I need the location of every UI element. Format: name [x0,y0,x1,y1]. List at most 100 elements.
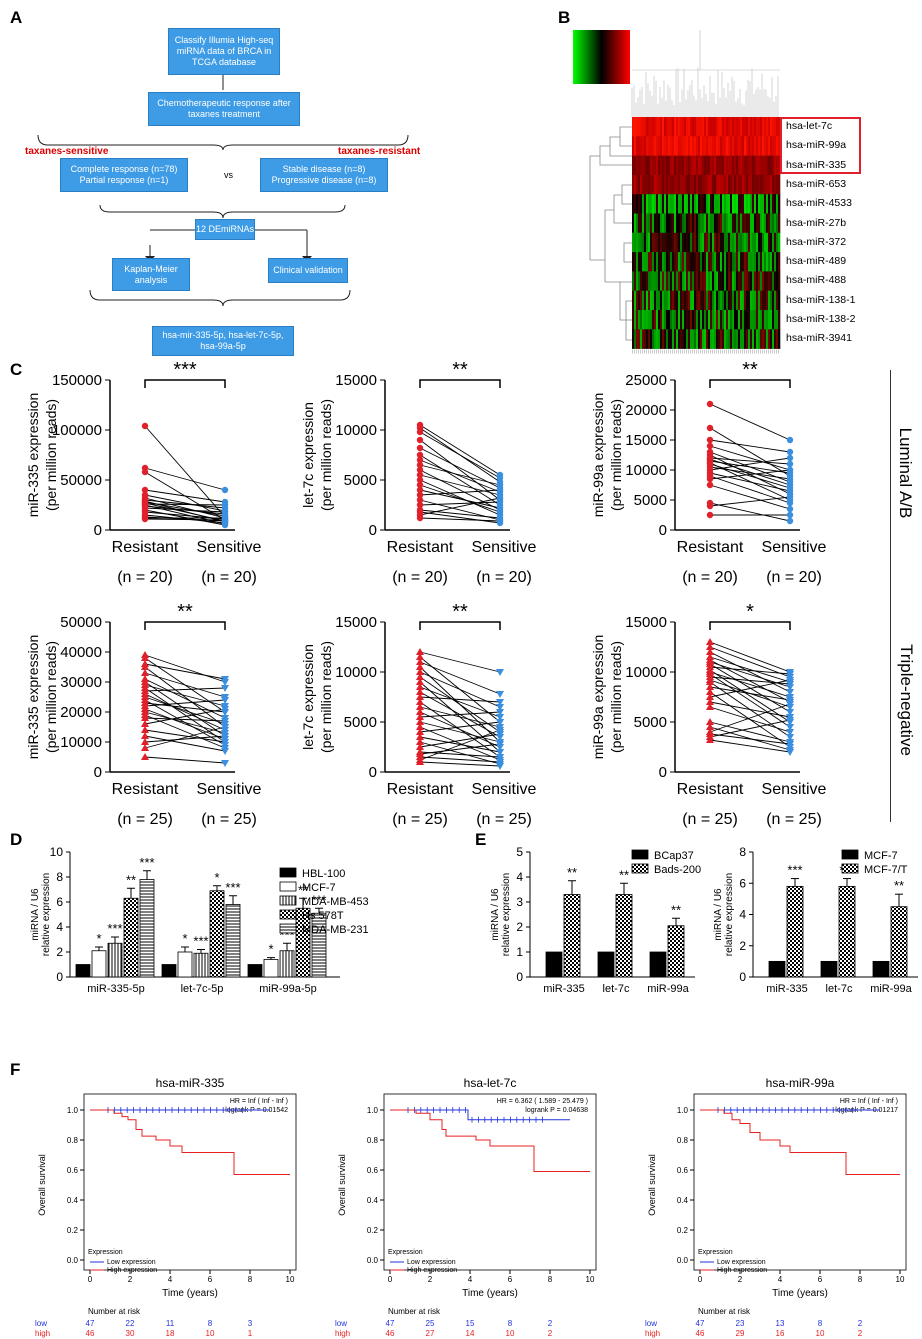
y-tick-label: 4 [56,920,63,934]
x-category-label: let-7c [603,983,630,995]
y-axis-label: Overall survival [337,1154,347,1216]
data-point [416,758,424,765]
y-tick-label: 0 [94,522,102,539]
data-point [141,738,149,745]
significance-stars: ** [742,359,758,381]
risk-value-high: 30 [126,1329,135,1338]
y-tick-label: 0.0 [677,1256,689,1265]
legend-title: Expression [388,1249,423,1256]
risk-value-high: 29 [736,1329,745,1338]
data-point [706,436,714,444]
n-label: (n = 25) [476,811,532,828]
plot-frame [383,1093,597,1271]
flow-box-result: hsa-mir-335-5p, hsa-let-7c-5p, hsa-99a-5… [152,326,294,356]
x-category-label: Resistant [677,781,744,798]
significance-stars: * [268,942,273,957]
data-point [221,760,229,767]
pair-line [709,439,791,453]
y-tick-label: 0.6 [367,1166,379,1175]
n-label: (n = 20) [201,569,257,586]
pair-line [144,518,226,521]
pair-line [419,733,501,748]
y-tick-label: 0.4 [367,1196,379,1205]
data-point [496,474,504,482]
data-point [496,709,504,716]
y-tick-label: 0 [56,970,63,984]
bar [263,959,279,978]
pair-line [419,517,501,522]
pair-line [144,693,226,731]
y-tick-label: 100000 [52,422,102,439]
risk-value-high: 2 [548,1329,553,1338]
data-point [786,505,794,513]
data-point [141,663,149,670]
x-category-label: miR-99a [647,983,689,995]
y-tick-label: 20000 [625,402,667,419]
flow-box-sensitive: Complete response (n=78) Partial respons… [60,158,188,192]
risk-value-low: 2 [548,1319,553,1328]
side-divider [890,370,891,822]
panel-label-a: A [10,8,23,27]
column-dendrogram [631,30,780,117]
risk-value-low: 8 [208,1319,213,1328]
x-tick-label: 10 [286,1275,295,1284]
flow-box-resistant: Stable disease (n=8) Progressive disease… [260,158,388,192]
legend-title: Expression [88,1249,123,1256]
pair-line [419,501,501,506]
y-axis-label: Overall survival [647,1154,657,1216]
data-point [706,400,714,408]
data-point [416,444,424,452]
panel-label-e: E [475,830,487,849]
data-point [416,436,424,444]
bar [161,964,177,978]
pair-line [419,479,501,516]
significance-stars: * [214,870,219,885]
data-point [786,454,794,462]
data-point [786,460,794,468]
legend-label: Low expression [717,1259,766,1266]
plot-frame [83,1093,297,1271]
y-axis-label: miRNA / U6 [713,888,724,941]
data-point [416,703,424,710]
legend-swatch [279,867,297,878]
pair-line [709,457,791,465]
pair-line [419,711,501,718]
pair-line [709,669,791,723]
pair-line [709,457,791,471]
significance-stars: ** [567,865,577,880]
data-point [496,517,504,525]
significance-stars: ** [452,359,468,381]
pair-line [144,756,226,764]
data-point [706,475,714,483]
pair-line [709,496,791,507]
data-point [416,456,424,464]
data-point [496,691,504,698]
data-point [141,422,149,430]
y-tick-label: 0 [659,522,667,539]
data-point [786,475,794,483]
km-title: hsa-miR-99a [766,1076,835,1090]
y-tick-label: 2 [739,939,746,953]
data-point [416,471,424,479]
significance-stars: ** [671,902,681,917]
n-label: (n = 20) [682,569,738,586]
data-point [706,424,714,432]
pair-line [419,459,501,493]
risk-value-low: 11 [166,1319,175,1328]
flow-box-km: Kaplan-Meier analysis [112,258,190,291]
pair-line [419,741,501,765]
pair-line [709,458,791,486]
data-point [416,683,424,690]
data-point [416,491,424,499]
flow-vs: vs [224,170,233,180]
pair-line [144,681,226,737]
data-point [786,436,794,444]
risk-value-low: 25 [426,1319,435,1328]
y-axis-label: miRNA / U6 [490,888,501,941]
y-tick-label: 1.0 [677,1106,689,1115]
side-label-triple-negative: Triple-negative [897,644,916,756]
risk-value-high: 16 [776,1329,785,1338]
data-point [786,681,794,688]
pair-line [144,699,226,707]
risk-row-label: high [335,1329,350,1338]
